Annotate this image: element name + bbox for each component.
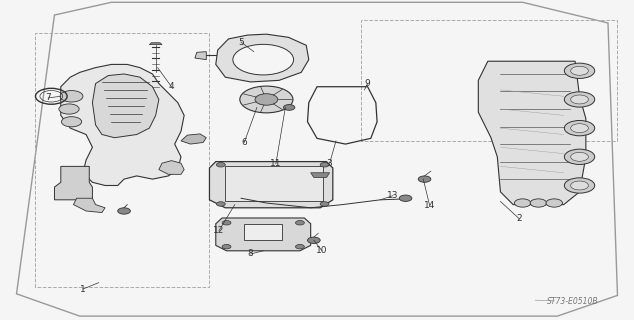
Polygon shape xyxy=(478,61,586,204)
Polygon shape xyxy=(55,166,93,200)
Text: 2: 2 xyxy=(517,214,522,223)
Circle shape xyxy=(240,86,293,113)
Circle shape xyxy=(564,63,595,78)
Circle shape xyxy=(295,220,304,225)
Circle shape xyxy=(216,202,225,206)
Circle shape xyxy=(255,94,278,105)
Polygon shape xyxy=(150,43,162,45)
Circle shape xyxy=(320,202,329,206)
Text: 6: 6 xyxy=(242,138,247,147)
Circle shape xyxy=(571,181,588,190)
Bar xyxy=(244,224,282,240)
Circle shape xyxy=(564,92,595,107)
Text: 11: 11 xyxy=(270,159,281,168)
Circle shape xyxy=(399,195,412,201)
Circle shape xyxy=(283,105,295,110)
Polygon shape xyxy=(195,52,206,60)
Circle shape xyxy=(564,178,595,193)
Circle shape xyxy=(530,199,547,207)
Text: 5: 5 xyxy=(238,38,244,47)
Circle shape xyxy=(514,199,531,207)
Polygon shape xyxy=(311,173,330,178)
Circle shape xyxy=(564,149,595,164)
Circle shape xyxy=(418,176,431,182)
Text: ST73-E0510B: ST73-E0510B xyxy=(547,297,599,306)
Text: 3: 3 xyxy=(327,159,332,168)
Text: 12: 12 xyxy=(213,226,224,235)
Polygon shape xyxy=(209,162,333,208)
Circle shape xyxy=(571,66,588,75)
Text: 10: 10 xyxy=(316,246,328,255)
Circle shape xyxy=(60,91,83,102)
Circle shape xyxy=(571,152,588,161)
Text: 7: 7 xyxy=(45,93,51,102)
Circle shape xyxy=(222,244,231,249)
Polygon shape xyxy=(93,74,159,138)
Polygon shape xyxy=(216,218,311,251)
Circle shape xyxy=(295,244,304,249)
Circle shape xyxy=(320,163,329,167)
Circle shape xyxy=(61,117,82,127)
Polygon shape xyxy=(61,64,184,186)
Polygon shape xyxy=(216,34,309,82)
Circle shape xyxy=(59,104,79,114)
Circle shape xyxy=(222,220,231,225)
Text: 8: 8 xyxy=(248,250,254,259)
Text: 1: 1 xyxy=(80,284,86,293)
Circle shape xyxy=(564,121,595,136)
Circle shape xyxy=(216,163,225,167)
Polygon shape xyxy=(159,161,184,174)
Text: 14: 14 xyxy=(424,201,436,210)
Circle shape xyxy=(307,237,320,244)
Text: 9: 9 xyxy=(365,79,370,88)
Polygon shape xyxy=(181,134,206,144)
Text: 13: 13 xyxy=(387,191,399,200)
Circle shape xyxy=(118,208,131,214)
Circle shape xyxy=(571,95,588,104)
Circle shape xyxy=(571,124,588,132)
Text: 4: 4 xyxy=(169,82,174,91)
Circle shape xyxy=(233,44,294,75)
Polygon shape xyxy=(74,198,105,212)
Circle shape xyxy=(546,199,562,207)
Bar xyxy=(225,166,323,201)
